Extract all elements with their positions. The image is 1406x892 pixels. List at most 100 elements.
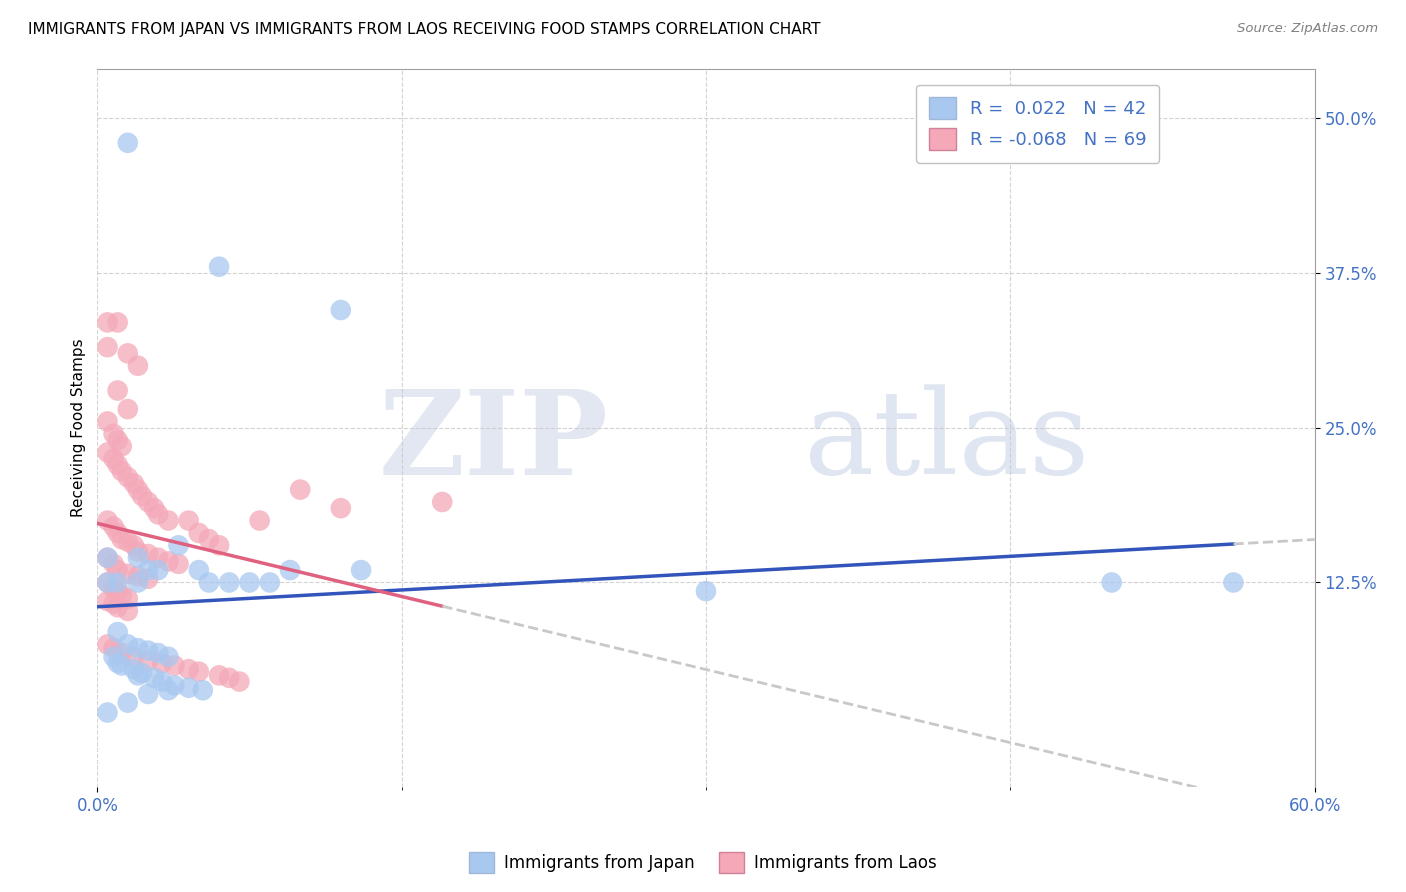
Point [103, 641, 125, 656]
Point [131, 665, 153, 680]
Point [136, 687, 159, 701]
Point [136, 653, 159, 667]
Point [278, 563, 301, 577]
Point [187, 563, 209, 577]
Point [117, 566, 139, 581]
Point [218, 671, 240, 685]
Point [329, 501, 352, 516]
Point [191, 683, 214, 698]
Point [143, 671, 166, 685]
Point [208, 538, 231, 552]
Point [198, 532, 221, 546]
Legend: R =  0.022   N = 42, R = -0.068   N = 69: R = 0.022 N = 42, R = -0.068 N = 69 [917, 85, 1160, 163]
Point [117, 346, 139, 360]
Point [96, 637, 118, 651]
Point [117, 402, 139, 417]
Point [143, 501, 166, 516]
Point [117, 696, 139, 710]
Point [148, 508, 170, 522]
Point [103, 451, 125, 466]
Point [117, 591, 139, 606]
Point [163, 678, 186, 692]
Point [228, 674, 250, 689]
Point [103, 582, 125, 596]
Point [198, 575, 221, 590]
Point [96, 706, 118, 720]
Point [111, 646, 134, 660]
Point [127, 544, 149, 558]
Text: Source: ZipAtlas.com: Source: ZipAtlas.com [1237, 22, 1378, 36]
Point [96, 514, 118, 528]
Point [136, 547, 159, 561]
Point [117, 604, 139, 618]
Point [432, 495, 454, 509]
Text: atlas: atlas [803, 384, 1090, 500]
Point [187, 525, 209, 540]
Point [249, 514, 271, 528]
Point [290, 483, 312, 497]
Point [96, 550, 118, 565]
Point [117, 136, 139, 150]
Point [111, 588, 134, 602]
Point [117, 470, 139, 484]
Point [96, 575, 118, 590]
Point [103, 426, 125, 441]
Point [329, 303, 352, 318]
Point [103, 649, 125, 664]
Point [259, 575, 281, 590]
Point [208, 260, 231, 274]
Point [167, 538, 190, 552]
Text: IMMIGRANTS FROM JAPAN VS IMMIGRANTS FROM LAOS RECEIVING FOOD STAMPS CORRELATION : IMMIGRANTS FROM JAPAN VS IMMIGRANTS FROM… [28, 22, 821, 37]
Point [107, 563, 129, 577]
Point [111, 532, 134, 546]
Point [177, 662, 200, 676]
Point [127, 359, 149, 373]
Point [107, 600, 129, 615]
Point [350, 563, 373, 577]
Point [107, 656, 129, 670]
Point [1222, 575, 1244, 590]
Point [157, 514, 180, 528]
Point [111, 439, 134, 453]
Point [107, 584, 129, 599]
Text: ZIP: ZIP [378, 384, 609, 500]
Point [96, 445, 118, 459]
Point [127, 668, 149, 682]
Point [127, 575, 149, 590]
Point [96, 415, 118, 429]
Point [1101, 575, 1123, 590]
Point [111, 464, 134, 478]
Point [103, 557, 125, 571]
Point [96, 315, 118, 329]
Point [127, 550, 149, 565]
Point [127, 569, 149, 583]
Point [107, 575, 129, 590]
Point [187, 665, 209, 679]
Point [177, 514, 200, 528]
Point [117, 534, 139, 549]
Point [163, 658, 186, 673]
Point [122, 649, 145, 664]
Point [157, 649, 180, 664]
Point [150, 656, 173, 670]
Point [131, 489, 153, 503]
Point [122, 476, 145, 491]
Point [208, 668, 231, 682]
Point [148, 563, 170, 577]
Point [127, 641, 149, 656]
Point [103, 597, 125, 611]
Point [111, 658, 134, 673]
Point [117, 637, 139, 651]
Y-axis label: Receiving Food Stamps: Receiving Food Stamps [72, 338, 86, 517]
Point [218, 575, 240, 590]
Point [136, 643, 159, 657]
Point [238, 575, 260, 590]
Point [107, 458, 129, 472]
Point [136, 563, 159, 577]
Point [150, 674, 173, 689]
Point [96, 340, 118, 354]
Point [122, 538, 145, 552]
Point [107, 525, 129, 540]
Point [167, 557, 190, 571]
Point [96, 594, 118, 608]
